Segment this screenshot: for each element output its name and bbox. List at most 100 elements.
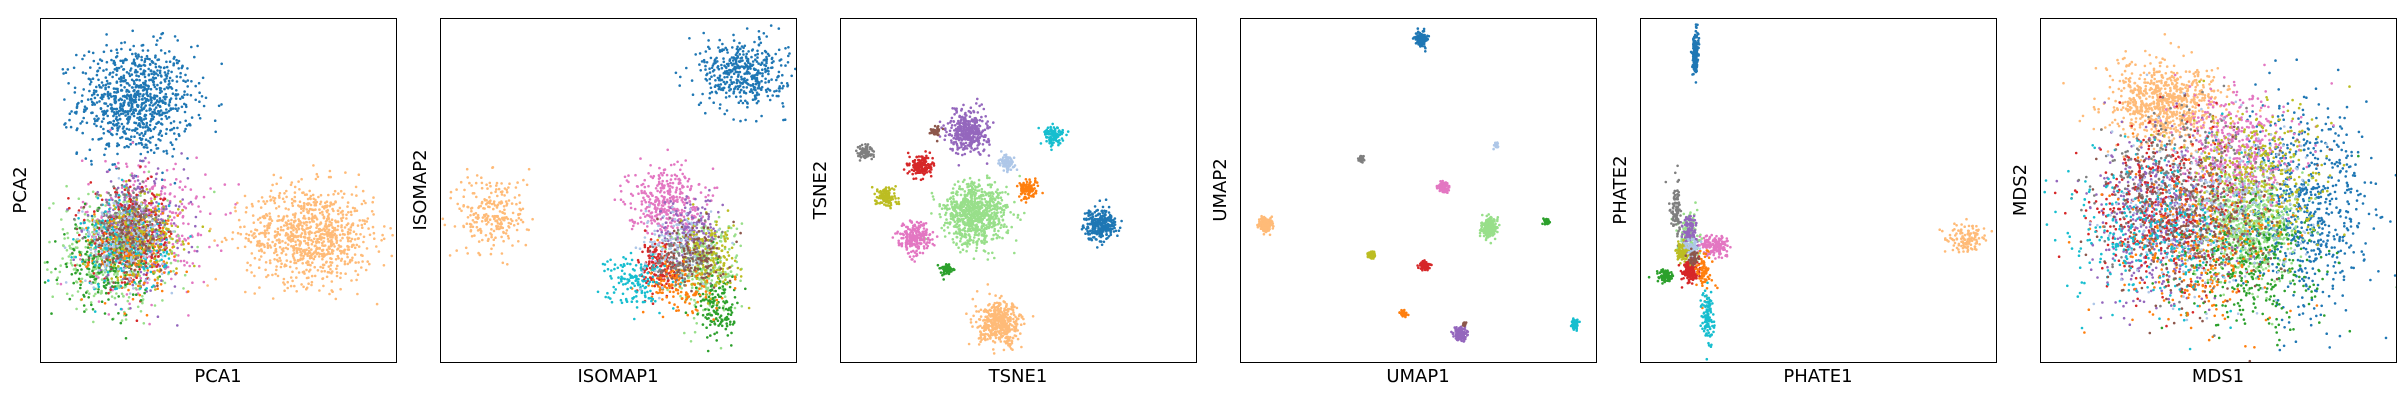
data-point [352,243,355,247]
data-point [155,201,158,204]
data-point [72,258,75,262]
data-point [110,295,114,298]
data-point [89,66,92,69]
data-point [335,234,338,237]
data-point [750,55,753,59]
data-point [115,124,119,127]
data-point [249,240,253,244]
data-point [137,261,141,265]
data-point [182,168,186,171]
data-point [158,105,162,108]
data-point [96,70,99,73]
data-point [100,59,104,63]
data-point [289,222,293,225]
data-point [129,69,132,72]
data-point [297,180,300,183]
data-point [741,101,745,105]
data-point [125,200,128,204]
data-point [252,236,256,240]
data-point [766,94,770,98]
data-point [128,48,132,51]
data-point [193,264,196,268]
data-point [314,198,317,202]
data-point [704,111,707,115]
data-point [738,70,742,74]
data-point [48,240,51,244]
data-point [112,111,116,114]
data-point [170,128,174,131]
data-point [154,205,157,208]
data-point [213,119,217,122]
data-point [157,202,161,206]
data-point [116,268,120,271]
data-point [185,261,189,264]
data-point [787,54,790,58]
data-point [361,189,365,193]
data-point [291,270,294,274]
data-point [333,232,337,236]
data-point [100,225,103,228]
data-point [90,214,94,218]
data-point [162,205,165,209]
data-point [106,114,109,118]
data-point [86,264,90,267]
data-point [161,31,165,35]
scatter-points [40,29,394,340]
data-point [759,72,762,75]
data-point [98,137,101,141]
data-point [114,259,118,263]
data-point [89,254,92,257]
data-point [121,112,125,115]
data-point [328,169,332,173]
data-point [146,94,150,98]
data-point [375,245,378,248]
data-point [115,132,119,136]
data-point [747,50,750,53]
data-point [251,214,255,217]
data-point [82,116,85,120]
data-point [154,242,158,246]
data-point [727,62,730,66]
data-point [138,78,141,82]
data-point [119,255,122,258]
data-point [107,202,111,205]
data-point [204,96,208,100]
data-point [279,265,283,269]
data-point [100,270,103,274]
data-point [120,122,124,126]
data-point [713,58,717,61]
data-point [90,93,94,97]
data-point [111,285,114,288]
data-point [167,204,171,208]
data-point [83,263,87,267]
data-point [710,90,714,94]
data-point [186,290,190,293]
data-point [108,130,111,134]
data-point [123,226,126,230]
data-point [371,225,375,229]
data-point [83,260,87,264]
data-point [256,243,259,246]
data-point [735,81,739,85]
data-point [87,182,90,186]
data-point [278,245,282,249]
data-point [306,263,310,267]
data-point [225,238,228,242]
data-point [119,235,123,238]
data-point [98,241,102,245]
data-point [145,313,149,317]
data-point [279,225,283,229]
data-point [123,94,126,98]
data-point [134,64,137,67]
data-point [114,190,117,194]
data-point [128,237,132,240]
data-point [91,77,95,80]
data-point [495,227,499,231]
data-point [132,89,135,93]
data-point [265,200,269,203]
data-point [137,265,141,269]
data-point [79,280,82,283]
data-point [249,230,253,233]
data-point [162,260,166,263]
data-point [66,208,69,211]
